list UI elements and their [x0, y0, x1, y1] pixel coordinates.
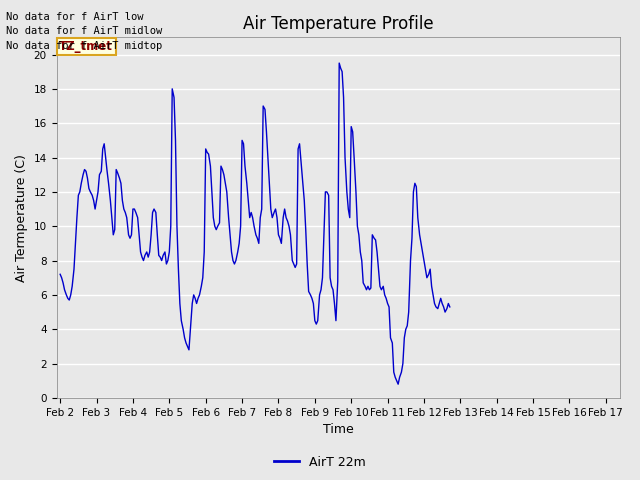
- Legend: AirT 22m: AirT 22m: [269, 451, 371, 474]
- Text: TZ_tmet: TZ_tmet: [60, 40, 113, 53]
- X-axis label: Time: Time: [323, 423, 354, 436]
- Y-axis label: Air Termperature (C): Air Termperature (C): [15, 154, 28, 282]
- Text: No data for f AirT low: No data for f AirT low: [6, 12, 144, 22]
- Text: No data for f AirT midlow: No data for f AirT midlow: [6, 26, 163, 36]
- Text: No data for f AirT midtop: No data for f AirT midtop: [6, 41, 163, 51]
- Title: Air Temperature Profile: Air Temperature Profile: [243, 15, 434, 33]
